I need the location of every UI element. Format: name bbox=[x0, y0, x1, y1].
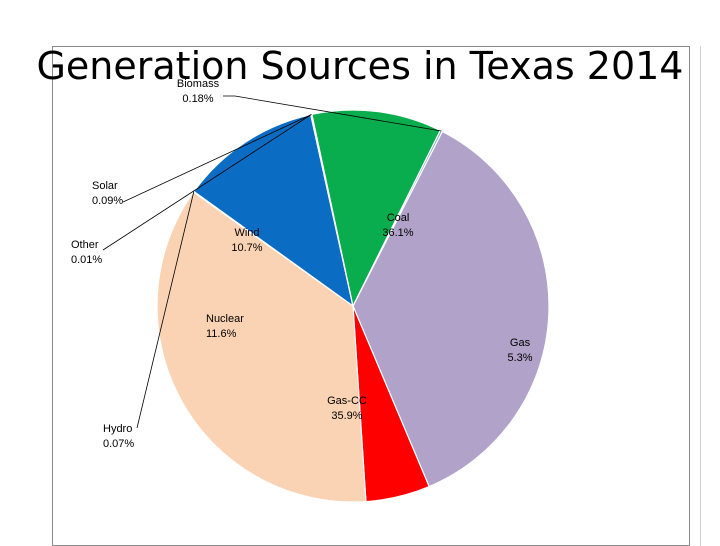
label-name-other: Other bbox=[71, 239, 99, 251]
label-name-coal: Coal bbox=[387, 212, 410, 224]
leader-line-other bbox=[102, 114, 312, 251]
slice-nuclear bbox=[193, 113, 354, 308]
chart-title: Generation Sources in Texas 2014 bbox=[36, 44, 684, 88]
label-value-gas-cc: 35.9% bbox=[331, 410, 362, 422]
label-name-gas: Gas bbox=[510, 337, 531, 349]
leader-line-biomass bbox=[223, 95, 442, 132]
slice-coal bbox=[352, 130, 550, 488]
leader-line-solar bbox=[122, 114, 312, 203]
label-value-nuclear: 11.6% bbox=[206, 328, 237, 340]
label-value-hydro: 0.07% bbox=[103, 438, 134, 450]
label-value-solar: 0.09% bbox=[92, 195, 123, 207]
label-value-gas: 5.3% bbox=[507, 352, 532, 364]
label-name-nuclear: Nuclear bbox=[206, 313, 244, 325]
label-name-gas-cc: Gas-CC bbox=[327, 395, 367, 407]
frame-divider bbox=[700, 46, 701, 546]
leader-line-hydro bbox=[136, 191, 195, 429]
label-value-wind: 10.7% bbox=[231, 242, 262, 254]
label-value-other: 0.01% bbox=[71, 254, 102, 266]
label-value-biomass: 0.18% bbox=[182, 93, 213, 105]
slice-gas-cc bbox=[156, 191, 367, 503]
label-name-biomass: Biomass bbox=[177, 78, 220, 90]
label-name-wind: Wind bbox=[234, 227, 259, 239]
slice-wind bbox=[311, 109, 442, 308]
label-name-hydro: Hydro bbox=[103, 423, 132, 435]
label-value-coal: 36.1% bbox=[382, 227, 413, 239]
label-name-solar: Solar bbox=[92, 180, 118, 192]
